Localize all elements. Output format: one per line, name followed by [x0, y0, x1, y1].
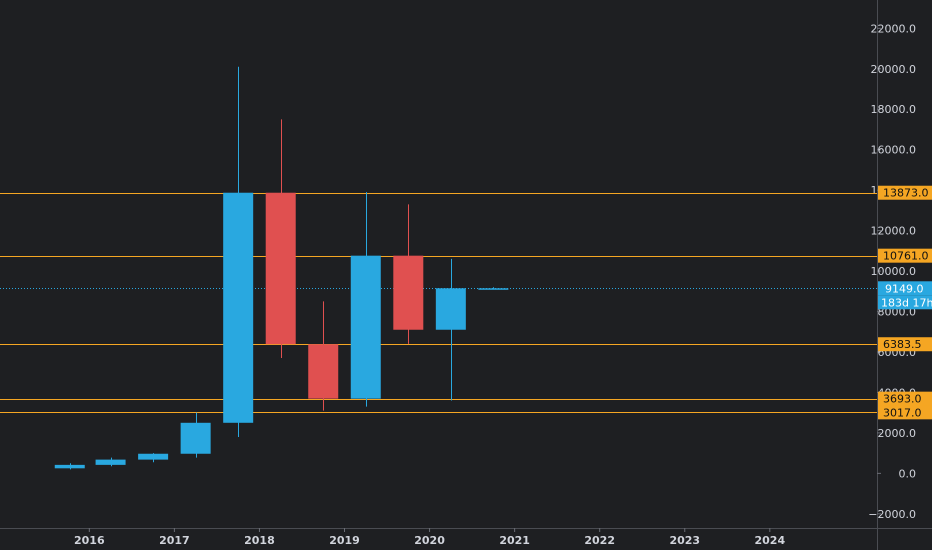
candle-body [95, 459, 126, 465]
level-price-tag [878, 185, 932, 200]
level-price-label: 6383.5 [883, 338, 922, 351]
y-tick-label: 16000.0 [871, 144, 917, 157]
y-tick-label: 2000.0 [878, 427, 917, 440]
level-price-label: 3017.0 [883, 406, 922, 419]
y-tick-label: 12000.0 [871, 225, 917, 238]
level-price-label: 10761.0 [883, 250, 929, 263]
countdown-label: 183d 17h [881, 296, 932, 309]
candle-body [265, 192, 296, 345]
current-price-tag [878, 281, 932, 296]
candle-body [478, 288, 509, 290]
candle-body [350, 255, 381, 399]
y-tick-label: −2000.0 [868, 508, 916, 521]
countdown-tag [878, 295, 932, 310]
y-tick-label: 0.0 [899, 467, 917, 480]
x-tick-label: 2018 [244, 534, 275, 547]
y-tick-label: 18000.0 [871, 103, 917, 116]
level-price-tag [878, 391, 932, 406]
x-tick-label: 2016 [74, 534, 105, 547]
candle-body [308, 344, 339, 399]
candle-body [180, 422, 211, 454]
x-tick-label: 2022 [584, 534, 615, 547]
level-price-label: 3693.0 [883, 393, 922, 406]
level-price-tag [878, 405, 932, 420]
x-tick-label: 2020 [414, 534, 445, 547]
candle-body [393, 255, 424, 330]
level-price-tag [878, 248, 932, 263]
y-tick-label: 20000.0 [871, 63, 917, 76]
y-tick-label: 10000.0 [871, 265, 917, 278]
y-tick-label: 22000.0 [871, 22, 917, 35]
level-price-label: 13873.0 [883, 187, 929, 200]
level-price-tag [878, 337, 932, 352]
candle-body [54, 464, 85, 469]
x-tick-label: 2017 [159, 534, 190, 547]
candle-body [435, 288, 466, 330]
candle-body [138, 453, 169, 460]
x-tick-label: 2024 [755, 534, 786, 547]
x-tick-label: 2019 [329, 534, 360, 547]
x-tick-label: 2021 [499, 534, 530, 547]
x-tick-label: 2023 [669, 534, 700, 547]
current-price-label: 9149.0 [885, 282, 924, 295]
candle-body [223, 192, 254, 423]
